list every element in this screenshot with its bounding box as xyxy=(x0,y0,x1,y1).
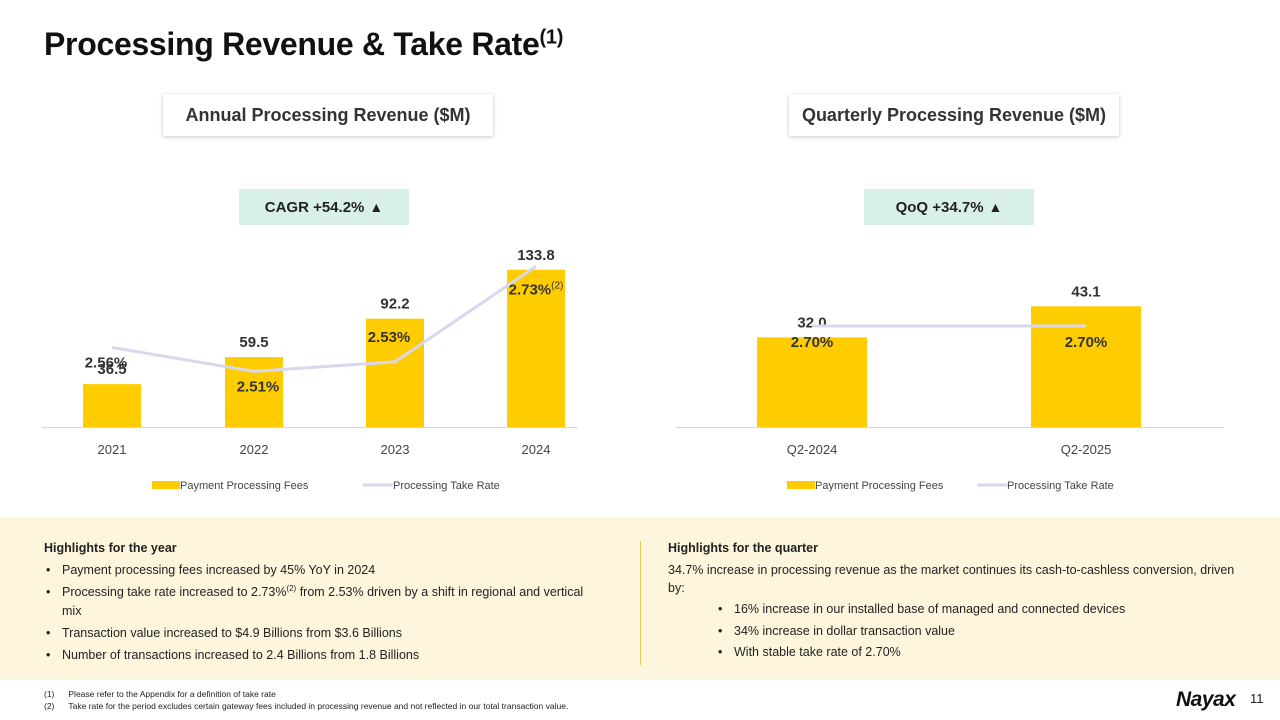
take-rate-label: 2.70% xyxy=(1065,334,1108,351)
highlights-panel: Highlights for the year Payment processi… xyxy=(0,517,1280,680)
list-item: Number of transactions increased to 2.4 … xyxy=(44,646,604,664)
x-tick-label: Q2-2025 xyxy=(1061,442,1112,457)
legend-swatch-bar xyxy=(787,481,815,489)
bar xyxy=(366,318,424,427)
bar xyxy=(1031,306,1141,427)
list-item: Processing take rate increased to 2.73%(… xyxy=(44,583,604,619)
annual-chart-title: Annual Processing Revenue ($M) xyxy=(163,94,493,136)
up-triangle-icon: ▲ xyxy=(369,199,384,215)
footnote: (2) Take rate for the period excludes cer… xyxy=(44,701,569,712)
footnote: (1) Please refer to the Appendix for a de… xyxy=(44,689,276,699)
bar-value-label: 59.5 xyxy=(239,334,268,351)
highlights-divider xyxy=(640,541,641,665)
take-rate-label: 2.73%(2) xyxy=(509,280,564,298)
highlights-quarter: Highlights for the quarter 34.7% increas… xyxy=(668,539,1243,664)
bar xyxy=(83,384,141,427)
highlights-quarter-heading: Highlights for the quarter xyxy=(668,541,818,555)
take-rate-line xyxy=(111,265,537,373)
x-tick-label: 2021 xyxy=(98,442,127,457)
list-item: Payment processing fees increased by 45%… xyxy=(44,561,604,579)
bar-value-label: 133.8 xyxy=(517,247,555,264)
legend-swatch-bar xyxy=(152,481,180,489)
nayax-logo: Nayax xyxy=(1176,688,1236,711)
x-tick-label: 2024 xyxy=(522,442,551,457)
take-rate-label: 2.53% xyxy=(368,329,411,346)
list-item: 16% increase in our installed base of ma… xyxy=(716,600,1243,618)
x-tick-label: 2022 xyxy=(240,442,269,457)
bar-value-label: 36.5 xyxy=(97,361,126,378)
cagr-badge: CAGR +54.2% ▲ xyxy=(239,189,409,225)
list-item: With stable take rate of 2.70% xyxy=(716,643,1243,661)
legend-label: Processing Take Rate xyxy=(393,480,500,492)
highlights-year-heading: Highlights for the year xyxy=(44,541,177,555)
qoq-badge: QoQ +34.7% ▲ xyxy=(864,189,1034,225)
legend-label: Payment Processing Fees xyxy=(180,480,309,492)
list-item: Transaction value increased to $4.9 Bill… xyxy=(44,624,604,642)
legend-label: Processing Take Rate xyxy=(1007,480,1114,492)
legend-label: Payment Processing Fees xyxy=(815,480,944,492)
bar xyxy=(757,337,867,427)
up-triangle-icon: ▲ xyxy=(988,199,1003,215)
charts-canvas: 36.5 2021 59.5 2022 92.2 2023 133.8 2024 2.56% 2.… xyxy=(42,247,1224,492)
take-rate-label: 2.56% xyxy=(85,354,128,371)
list-item: 34% increase in dollar transaction value xyxy=(716,622,1243,640)
bar xyxy=(507,269,565,427)
page-number: 11 xyxy=(1250,691,1264,706)
bar-value-label: 43.1 xyxy=(1071,283,1100,300)
page-title: Processing Revenue & Take Rate(1) xyxy=(44,26,564,62)
bar-value-label: 92.2 xyxy=(380,296,409,313)
highlights-year: Highlights for the year Payment processi… xyxy=(44,539,604,668)
x-tick-label: 2023 xyxy=(381,442,410,457)
highlights-quarter-intro: 34.7% increase in processing revenue as … xyxy=(668,563,1235,596)
take-rate-label: 2.70% xyxy=(791,334,834,351)
quarterly-chart-title: Quarterly Processing Revenue ($M) xyxy=(789,94,1119,136)
footnotes: (1) Please refer to the Appendix for a de… xyxy=(44,688,568,713)
x-tick-label: Q2-2024 xyxy=(787,442,838,457)
take-rate-label: 2.51% xyxy=(237,378,280,395)
bar-value-label: 32.0 xyxy=(797,314,826,331)
